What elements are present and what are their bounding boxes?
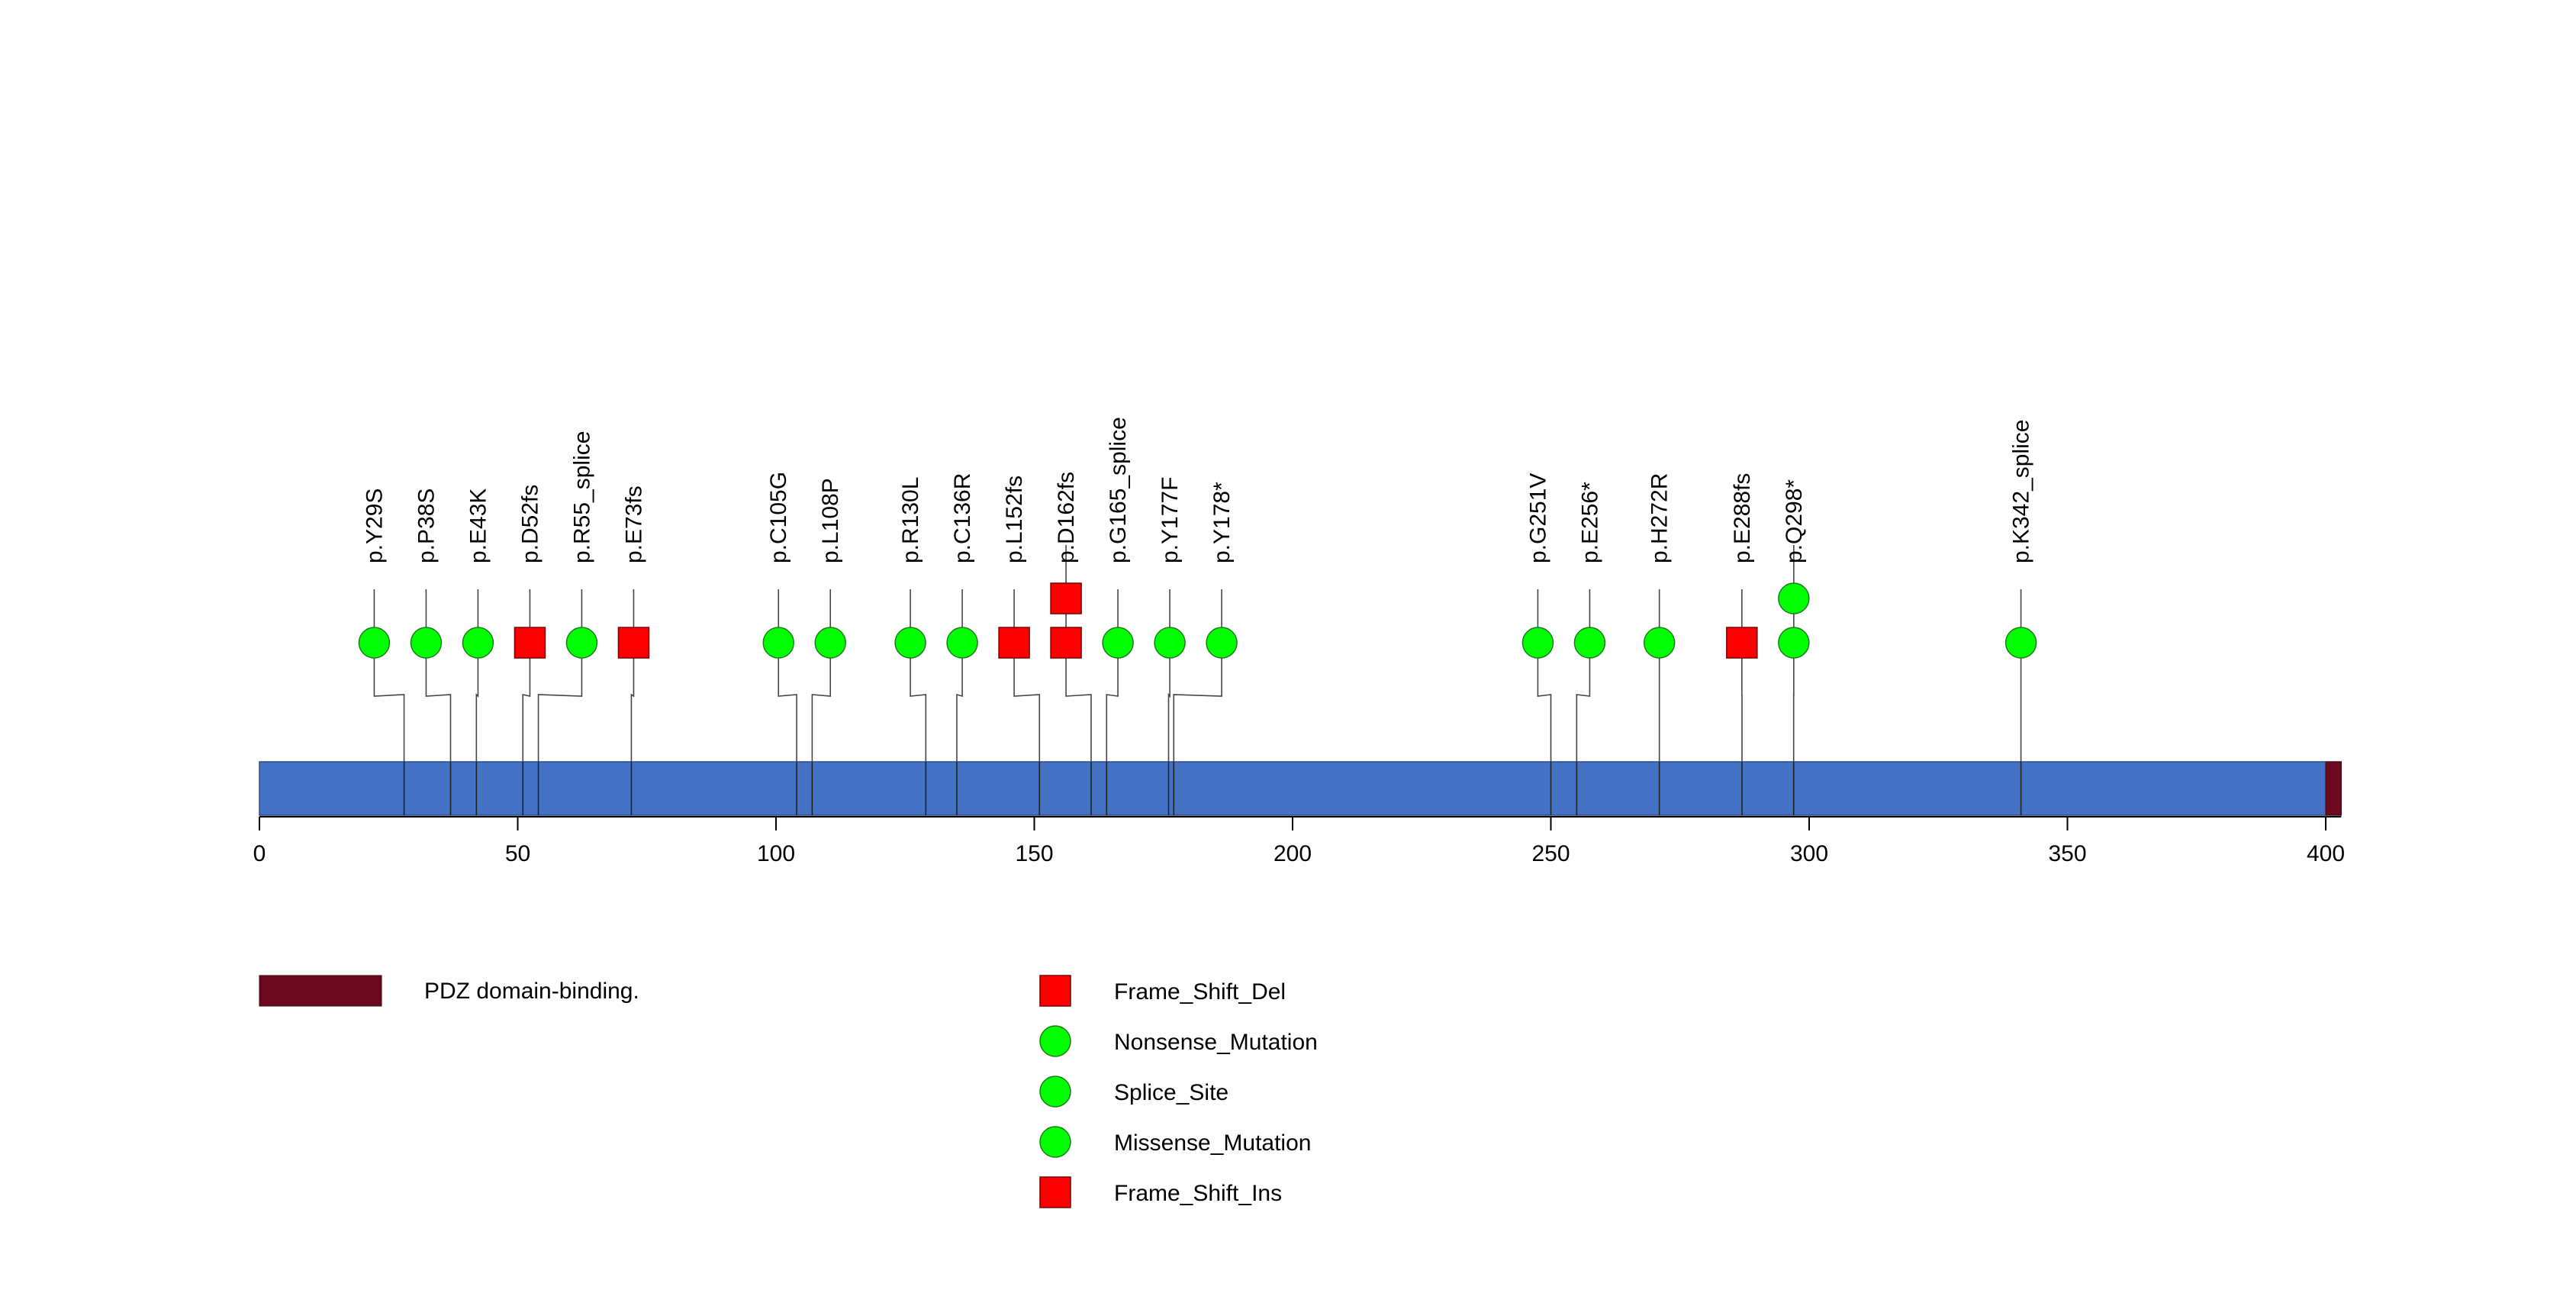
legend-missense-mutation-icon bbox=[1039, 1126, 1071, 1158]
mutation-stem bbox=[910, 643, 927, 815]
axis-tick-label: 350 bbox=[2048, 841, 2086, 866]
legend-frame-shift-del-icon bbox=[1039, 975, 1071, 1007]
axis-tick-label: 150 bbox=[1015, 841, 1053, 866]
mutation-stem bbox=[956, 643, 963, 815]
mutation-label: p.Y178* bbox=[1209, 482, 1235, 563]
legend-label: Splice_Site bbox=[1114, 1080, 1228, 1105]
mutation-label: p.Y29S bbox=[362, 489, 387, 563]
mutation-label: p.R55_splice bbox=[569, 431, 594, 563]
mutation-marker-missense-mutation bbox=[814, 627, 846, 659]
mutation-marker-missense-mutation bbox=[762, 627, 794, 659]
mutation-marker-nonsense-mutation bbox=[1778, 582, 1810, 614]
domain-legend-label: PDZ domain-binding. bbox=[424, 979, 639, 1004]
axis-tick-label: 200 bbox=[1274, 841, 1312, 866]
position-ticks bbox=[403, 762, 2022, 815]
mutation-stem bbox=[1173, 643, 1222, 815]
legend-frame-shift-ins-icon bbox=[1039, 1176, 1071, 1208]
protein-bar bbox=[259, 761, 2343, 816]
domain-legend-swatch bbox=[259, 975, 382, 1007]
domain-legend: PDZ domain-binding. bbox=[259, 975, 639, 1007]
mutation-stem bbox=[475, 643, 479, 815]
mutation-marker-missense-mutation bbox=[1154, 627, 1186, 659]
axis-tick-label: 300 bbox=[1790, 841, 1828, 866]
mutation-marker-nonsense-mutation bbox=[1778, 627, 1810, 659]
mutation-label: p.L108P bbox=[818, 478, 843, 563]
domain-region bbox=[2325, 761, 2342, 816]
axis-tick-label: 250 bbox=[1531, 841, 1570, 866]
mutation-label: p.K342_splice bbox=[2009, 420, 2034, 563]
mutation-marker-missense-mutation bbox=[894, 627, 926, 659]
axis-tick-label: 100 bbox=[757, 841, 795, 866]
mutation-stem bbox=[1576, 643, 1591, 815]
mutation-markers bbox=[358, 582, 2037, 659]
mutation-label: p.R130L bbox=[898, 477, 923, 563]
mutation-marker-nonsense-mutation bbox=[1206, 627, 1238, 659]
mutation-label: p.E288fs bbox=[1730, 473, 1755, 563]
mutation-label: p.G165_splice bbox=[1106, 417, 1131, 563]
mutation-stem bbox=[630, 643, 635, 815]
mutation-marker-frame-shift-del bbox=[617, 627, 650, 659]
domain-regions bbox=[2325, 761, 2342, 816]
mutation-marker-frame-shift-ins bbox=[1050, 582, 1082, 614]
mutation-marker-splice-site bbox=[1102, 627, 1134, 659]
mutation-marker-missense-mutation bbox=[1643, 627, 1676, 659]
mutation-label: p.G251V bbox=[1525, 473, 1550, 563]
mutation-marker-splice-site bbox=[2004, 627, 2037, 659]
legend-label: Frame_Shift_Ins bbox=[1114, 1181, 1282, 1206]
mutation-stem bbox=[1013, 643, 1041, 815]
mutation-marker-frame-shift-del bbox=[514, 627, 546, 659]
mutation-stem bbox=[1106, 643, 1119, 815]
mutation-marker-missense-mutation bbox=[462, 627, 494, 659]
mutation-marker-missense-mutation bbox=[1521, 627, 1554, 659]
mutation-stem bbox=[778, 643, 797, 815]
mutation-label: p.Y177F bbox=[1158, 477, 1183, 563]
mutation-stem bbox=[1167, 643, 1170, 815]
mutation-marker-frame-shift-del bbox=[1050, 627, 1082, 659]
mutation-marker-missense-mutation bbox=[358, 627, 391, 659]
mutation-stem bbox=[811, 643, 832, 815]
mutation-label: p.H272R bbox=[1647, 473, 1673, 563]
legend-splice-site-icon bbox=[1039, 1076, 1071, 1108]
mutation-marker-frame-shift-del bbox=[998, 627, 1030, 659]
mutation-label: p.C105G bbox=[766, 472, 791, 563]
mutation-marker-missense-mutation bbox=[410, 627, 443, 659]
mutation-label: p.E73fs bbox=[621, 485, 646, 563]
mutation-marker-splice-site bbox=[565, 627, 598, 659]
mutation-marker-nonsense-mutation bbox=[1573, 627, 1606, 659]
mutation-stem bbox=[373, 643, 405, 815]
legend-label: Frame_Shift_Del bbox=[1114, 979, 1286, 1005]
mutation-label: p.D162fs bbox=[1054, 472, 1079, 563]
mutation-labels: p.Y29S p.P38S p.E43K p.D52fs p.R55_splice p.E… bbox=[362, 417, 2033, 563]
mutation-label: p.P38S bbox=[414, 489, 439, 563]
axis-tick-label: 50 bbox=[505, 841, 530, 866]
mutation-stem bbox=[537, 643, 583, 815]
mutation-stem bbox=[425, 643, 452, 815]
mutation-label: p.L152fs bbox=[1002, 476, 1027, 563]
protein-backbone bbox=[259, 761, 2343, 816]
axis-tick-label: 0 bbox=[253, 841, 266, 866]
legend-nonsense-mutation-icon bbox=[1039, 1025, 1071, 1057]
mutation-stem bbox=[522, 643, 531, 815]
mutation-label: p.Q298* bbox=[1782, 479, 1807, 563]
mutation-label: p.C136R bbox=[950, 473, 975, 563]
mutation-label: p.E256* bbox=[1577, 482, 1602, 563]
axis-tick-label: 400 bbox=[2307, 841, 2345, 866]
mutation-marker-missense-mutation bbox=[946, 627, 978, 659]
mutation-stem bbox=[1537, 643, 1552, 815]
legend-label: Nonsense_Mutation bbox=[1114, 1030, 1318, 1055]
x-axis: 0 50 100 150 200 250 300 350 400 bbox=[253, 816, 2345, 866]
mutation-type-legend: Frame_Shift_Del Nonsense_Mutation Splice_S… bbox=[1039, 975, 1318, 1208]
legend-label: Missense_Mutation bbox=[1114, 1130, 1311, 1156]
mutation-label: p.E43K bbox=[465, 489, 491, 563]
mutation-marker-frame-shift-del bbox=[1726, 627, 1758, 659]
mutation-label: p.D52fs bbox=[517, 485, 543, 563]
